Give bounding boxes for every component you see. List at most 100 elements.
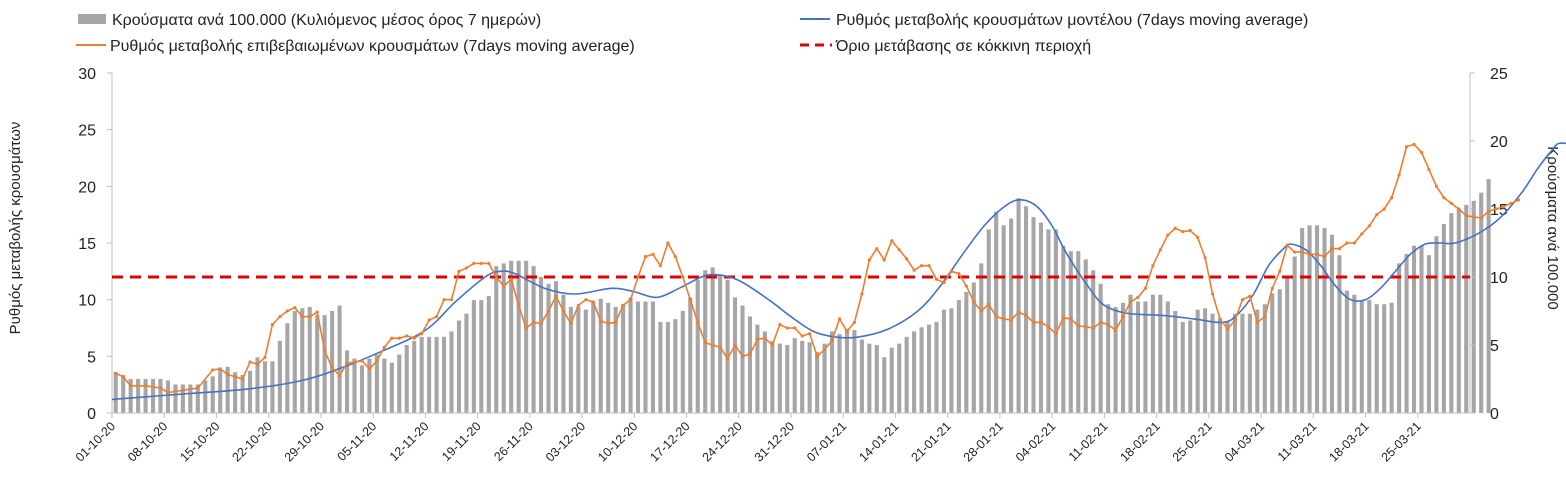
confirmed-rate-point [1084, 325, 1088, 329]
confirmed-rate-point [1285, 243, 1289, 247]
confirmed-rate-point [949, 269, 954, 273]
bar [1061, 245, 1066, 413]
x-tick-label: 28-01-21 [961, 419, 1006, 464]
bar [188, 384, 193, 413]
bar [292, 311, 297, 413]
bar [337, 305, 342, 413]
confirmed-rate-point [1158, 248, 1162, 252]
y-right-tick-label: 25 [1490, 66, 1508, 83]
confirmed-rate-point [1128, 300, 1133, 304]
bar [1419, 245, 1424, 413]
confirmed-rate-point [994, 315, 998, 319]
bar [1285, 275, 1290, 413]
bar [210, 376, 215, 413]
confirmed-rate-point [531, 320, 536, 324]
y-left-tick-label: 20 [78, 179, 96, 196]
bar [1337, 255, 1342, 413]
y-left-tick-label: 10 [78, 293, 96, 310]
bar [165, 380, 171, 413]
confirmed-rate-point [367, 367, 372, 371]
confirmed-rate-point [263, 355, 267, 360]
confirmed-rate-point [539, 321, 543, 326]
bar [419, 336, 424, 413]
bar [785, 345, 790, 413]
confirmed-rate-point [1472, 215, 1476, 219]
confirmed-rate-point [472, 261, 476, 265]
confirmed-rate-point [375, 359, 379, 363]
x-tick-label: 03-12-20 [543, 419, 588, 464]
y-axis-right-title: Κρούσματα ανά 100.000 [1544, 146, 1561, 309]
confirmed-rate-point [1293, 250, 1297, 254]
confirmed-rate-point [569, 321, 573, 326]
confirmed-rate-point [1136, 295, 1140, 299]
confirmed-rate-point [919, 264, 924, 268]
confirmed-rate-point [748, 352, 752, 356]
bar [247, 370, 253, 413]
bar [1225, 321, 1230, 413]
bar [322, 315, 327, 413]
confirmed-rate-point [1479, 216, 1483, 220]
confirmed-rate-point [972, 300, 976, 304]
bar [1464, 204, 1469, 413]
bar [1262, 304, 1267, 413]
confirmed-rate-point [308, 315, 312, 319]
confirmed-rate-point [1464, 214, 1468, 218]
confirmed-rate-point [1270, 286, 1274, 290]
bar [680, 311, 685, 413]
bar [233, 372, 238, 413]
bar [412, 340, 417, 413]
confirmed-rate-point [1009, 318, 1013, 322]
x-tick-label: 14-01-21 [856, 419, 901, 464]
bar [815, 351, 820, 413]
confirmed-rate-point [360, 359, 364, 363]
confirmed-rate-point [1337, 247, 1342, 251]
bar [994, 211, 999, 413]
confirmed-rate-point [905, 257, 909, 261]
bar [1053, 229, 1058, 413]
y-right-tick-label: 20 [1490, 134, 1508, 151]
bar [964, 291, 969, 413]
legend-label-model: Ρυθμός μεταβολής κρουσμάτων μοντέλου (7d… [836, 12, 1308, 29]
confirmed-rate-point [1225, 327, 1230, 331]
confirmed-rate-point [420, 332, 424, 336]
confirmed-rate-point [942, 281, 946, 285]
legend-label-confirmed: Ρυθμός μεταβολής επιβεβαιωμένων κρουσμάτ… [110, 38, 635, 55]
x-tick-label: 17-12-20 [647, 419, 692, 464]
bar [1449, 213, 1454, 413]
confirmed-rate-point [1516, 198, 1521, 202]
bar [673, 319, 678, 413]
bar [1210, 313, 1215, 413]
bar [1389, 302, 1394, 413]
confirmed-rate-point [1367, 224, 1371, 228]
bar [1128, 294, 1133, 413]
bar [822, 343, 827, 413]
confirmed-rate-point [681, 275, 685, 279]
confirmed-rate-point [860, 292, 864, 296]
bar [143, 379, 148, 413]
confirmed-rate-point [733, 343, 737, 347]
bar [1031, 217, 1036, 413]
confirmed-rate-point [1375, 213, 1379, 217]
bar [1307, 225, 1312, 413]
confirmed-rate-point [352, 360, 357, 364]
x-tick-label: 26-11-20 [491, 419, 536, 464]
confirmed-rate-point [1203, 256, 1207, 260]
bar [1471, 200, 1476, 413]
confirmed-rate-point [912, 268, 916, 272]
confirmed-rate-point [1248, 294, 1252, 298]
bar [1098, 283, 1103, 413]
confirmed-rate-point [285, 309, 289, 313]
bar [1441, 223, 1446, 413]
bar [665, 321, 670, 413]
bar [621, 304, 626, 413]
y-axis-left-title: Ρυθμός μεταβολής κρουσμάτων [7, 122, 24, 335]
bar [1374, 304, 1379, 413]
confirmed-rate-point [1419, 150, 1424, 154]
bar [904, 336, 909, 413]
bar [1158, 294, 1163, 413]
x-tick-label: 29-10-20 [282, 419, 327, 464]
bar [1195, 309, 1200, 413]
bar [770, 340, 775, 413]
confirmed-rate-point [509, 277, 513, 281]
